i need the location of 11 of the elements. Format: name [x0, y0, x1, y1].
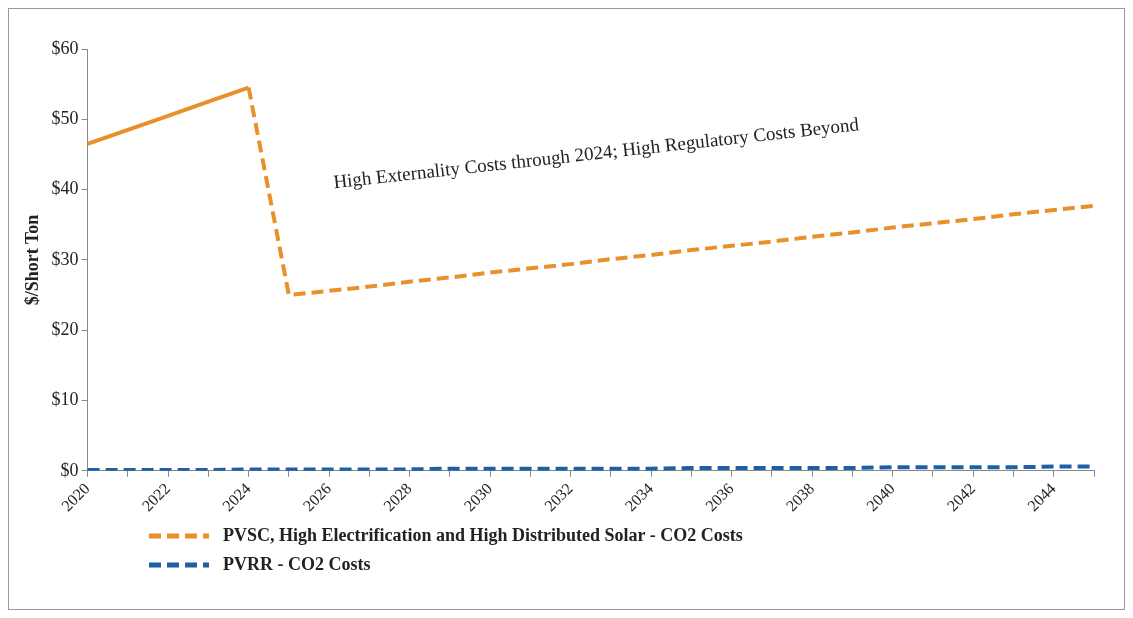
y-tick-label: $60: [51, 37, 79, 58]
annotation: High Externality Costs through 2024; High Regulatory Costs Beyond: [332, 113, 861, 193]
legend-label: PVRR - CO2 Costs: [223, 554, 371, 575]
y-tick-label: $0: [60, 459, 79, 480]
y-tick-label: $30: [51, 248, 79, 269]
legend-label: PVSC, High Electrification and High Distributed Solar - CO2 Costs: [223, 525, 743, 546]
y-tick-label: $50: [51, 108, 79, 129]
y-tick-label: $20: [51, 318, 79, 339]
y-axis-title: $/Short Ton: [22, 214, 43, 306]
y-tick-label: $10: [51, 389, 79, 410]
y-tick-label: $40: [51, 178, 79, 199]
